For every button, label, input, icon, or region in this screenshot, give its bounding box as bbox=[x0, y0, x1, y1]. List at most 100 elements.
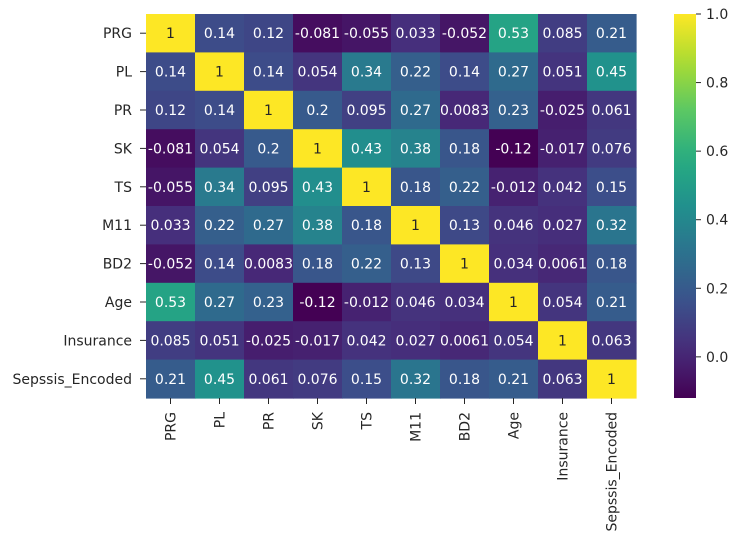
cell-value-label: -0.055 bbox=[344, 26, 389, 42]
cell-value-label: 0.13 bbox=[449, 218, 480, 234]
cell-value-label: -0.025 bbox=[540, 103, 585, 119]
cell-value-label: -0.081 bbox=[295, 26, 340, 42]
cell-value-label: 0.2 bbox=[306, 103, 328, 119]
cell-value-label: 0.14 bbox=[204, 257, 235, 273]
cell-value-label: 0.18 bbox=[596, 257, 627, 273]
heatmap-cell bbox=[538, 129, 588, 169]
heatmap-cell bbox=[489, 282, 539, 322]
cell-value-label: 0.12 bbox=[155, 103, 186, 119]
colorbar-tick-label: 0.6 bbox=[706, 144, 728, 160]
heatmap-cell bbox=[489, 359, 539, 399]
heatmap-cell bbox=[146, 90, 196, 130]
cell-value-label: 0.27 bbox=[498, 65, 529, 81]
heatmap-cell bbox=[440, 167, 490, 207]
heatmap-cell bbox=[195, 282, 245, 322]
cell-value-label: 0.22 bbox=[449, 180, 480, 196]
y-tick-label: Insurance bbox=[63, 333, 132, 349]
cell-value-label: -0.017 bbox=[295, 333, 340, 349]
cell-value-label: 0.051 bbox=[542, 65, 582, 81]
heatmap-cell bbox=[342, 244, 392, 284]
y-tick-label: Age bbox=[105, 295, 132, 311]
heatmap-cell bbox=[587, 282, 637, 322]
heatmap-cell bbox=[244, 14, 294, 53]
cell-value-label: 0.14 bbox=[204, 103, 235, 119]
heatmap-cell bbox=[587, 244, 637, 284]
heatmap-cell bbox=[391, 282, 441, 322]
heatmap-cell bbox=[195, 90, 245, 130]
cell-value-label: 0.53 bbox=[155, 295, 186, 311]
cell-value-label: 0.18 bbox=[302, 257, 333, 273]
y-tick-label: PR bbox=[114, 103, 132, 119]
cell-value-label: 1 bbox=[313, 141, 322, 157]
heatmap-cell-labels: 1 0.14 0.12 -0.081 -0.055 0.033 -0.052 0.53 0.08… bbox=[148, 26, 632, 388]
cell-value-label: 1 bbox=[215, 65, 224, 81]
cell-value-label: 0.033 bbox=[395, 26, 435, 42]
cell-value-label: 0.27 bbox=[400, 103, 431, 119]
heatmap-cell bbox=[244, 167, 294, 207]
cell-value-label: -0.012 bbox=[344, 295, 389, 311]
heatmap-cell bbox=[489, 206, 539, 245]
cell-value-label: 0.2 bbox=[257, 141, 279, 157]
y-tick-label: SK bbox=[114, 141, 133, 157]
heatmap-cell bbox=[587, 52, 637, 92]
heatmap-cell bbox=[342, 359, 392, 399]
cell-value-label: 0.38 bbox=[302, 218, 333, 234]
heatmap-cell bbox=[293, 282, 343, 322]
x-tick-label: TS bbox=[360, 412, 376, 431]
heatmap-cell bbox=[293, 167, 343, 207]
y-tick-label: PRG bbox=[103, 26, 132, 42]
heatmap-cell bbox=[440, 129, 490, 169]
cell-value-label: 0.53 bbox=[498, 26, 529, 42]
heatmap-cell bbox=[342, 90, 392, 130]
heatmap-cell bbox=[538, 90, 588, 130]
cell-value-label: 0.076 bbox=[591, 141, 631, 157]
heatmap-cell bbox=[195, 129, 245, 169]
heatmap-cell bbox=[244, 282, 294, 322]
heatmap-cell bbox=[538, 206, 588, 245]
heatmap-cell bbox=[146, 167, 196, 207]
cell-value-label: -0.017 bbox=[540, 141, 585, 157]
cell-value-label: 0.095 bbox=[248, 180, 288, 196]
cell-value-label: 1 bbox=[460, 257, 469, 273]
heatmap-cell bbox=[489, 167, 539, 207]
cell-value-label: 0.43 bbox=[302, 180, 333, 196]
cell-value-label: 0.0083 bbox=[244, 257, 293, 273]
heatmap-cell bbox=[587, 359, 637, 399]
heatmap-cell bbox=[146, 359, 196, 399]
heatmap-cell bbox=[391, 321, 441, 361]
heatmap-cell bbox=[489, 52, 539, 92]
cell-value-label: 0.13 bbox=[400, 257, 431, 273]
cell-value-label: 0.21 bbox=[596, 26, 627, 42]
heatmap-cell bbox=[391, 90, 441, 130]
heatmap-cell bbox=[587, 206, 637, 245]
cell-value-label: 0.18 bbox=[400, 180, 431, 196]
heatmap-cell bbox=[587, 129, 637, 169]
cell-value-label: 0.14 bbox=[449, 65, 480, 81]
heatmap-cell bbox=[342, 167, 392, 207]
cell-value-label: 0.18 bbox=[449, 141, 480, 157]
heatmap-cell bbox=[342, 206, 392, 245]
cell-value-label: 0.23 bbox=[498, 103, 529, 119]
x-tick-label: Insurance bbox=[556, 412, 572, 481]
heatmap-cell bbox=[195, 206, 245, 245]
heatmap-cell bbox=[538, 282, 588, 322]
cell-value-label: 0.34 bbox=[351, 65, 382, 81]
heatmap-cell bbox=[293, 244, 343, 284]
heatmap-cell bbox=[391, 52, 441, 92]
cell-value-label: 0.061 bbox=[591, 103, 631, 119]
heatmap-cell bbox=[587, 321, 637, 361]
cell-value-label: 0.21 bbox=[155, 372, 186, 388]
y-tick-label: PL bbox=[116, 65, 132, 81]
heatmap-cell bbox=[587, 167, 637, 207]
heatmap-cell bbox=[195, 167, 245, 207]
cell-value-label: 0.38 bbox=[400, 141, 431, 157]
cell-value-label: 0.21 bbox=[498, 372, 529, 388]
cell-value-label: -0.012 bbox=[491, 180, 536, 196]
heatmap-cell bbox=[342, 14, 392, 53]
cell-value-label: 0.0061 bbox=[538, 257, 587, 273]
heatmap-cell bbox=[195, 321, 245, 361]
heatmap-cell bbox=[244, 52, 294, 92]
cell-value-label: -0.052 bbox=[442, 26, 487, 42]
heatmap-cell bbox=[293, 90, 343, 130]
colorbar-tick-label: 0.8 bbox=[706, 76, 728, 92]
